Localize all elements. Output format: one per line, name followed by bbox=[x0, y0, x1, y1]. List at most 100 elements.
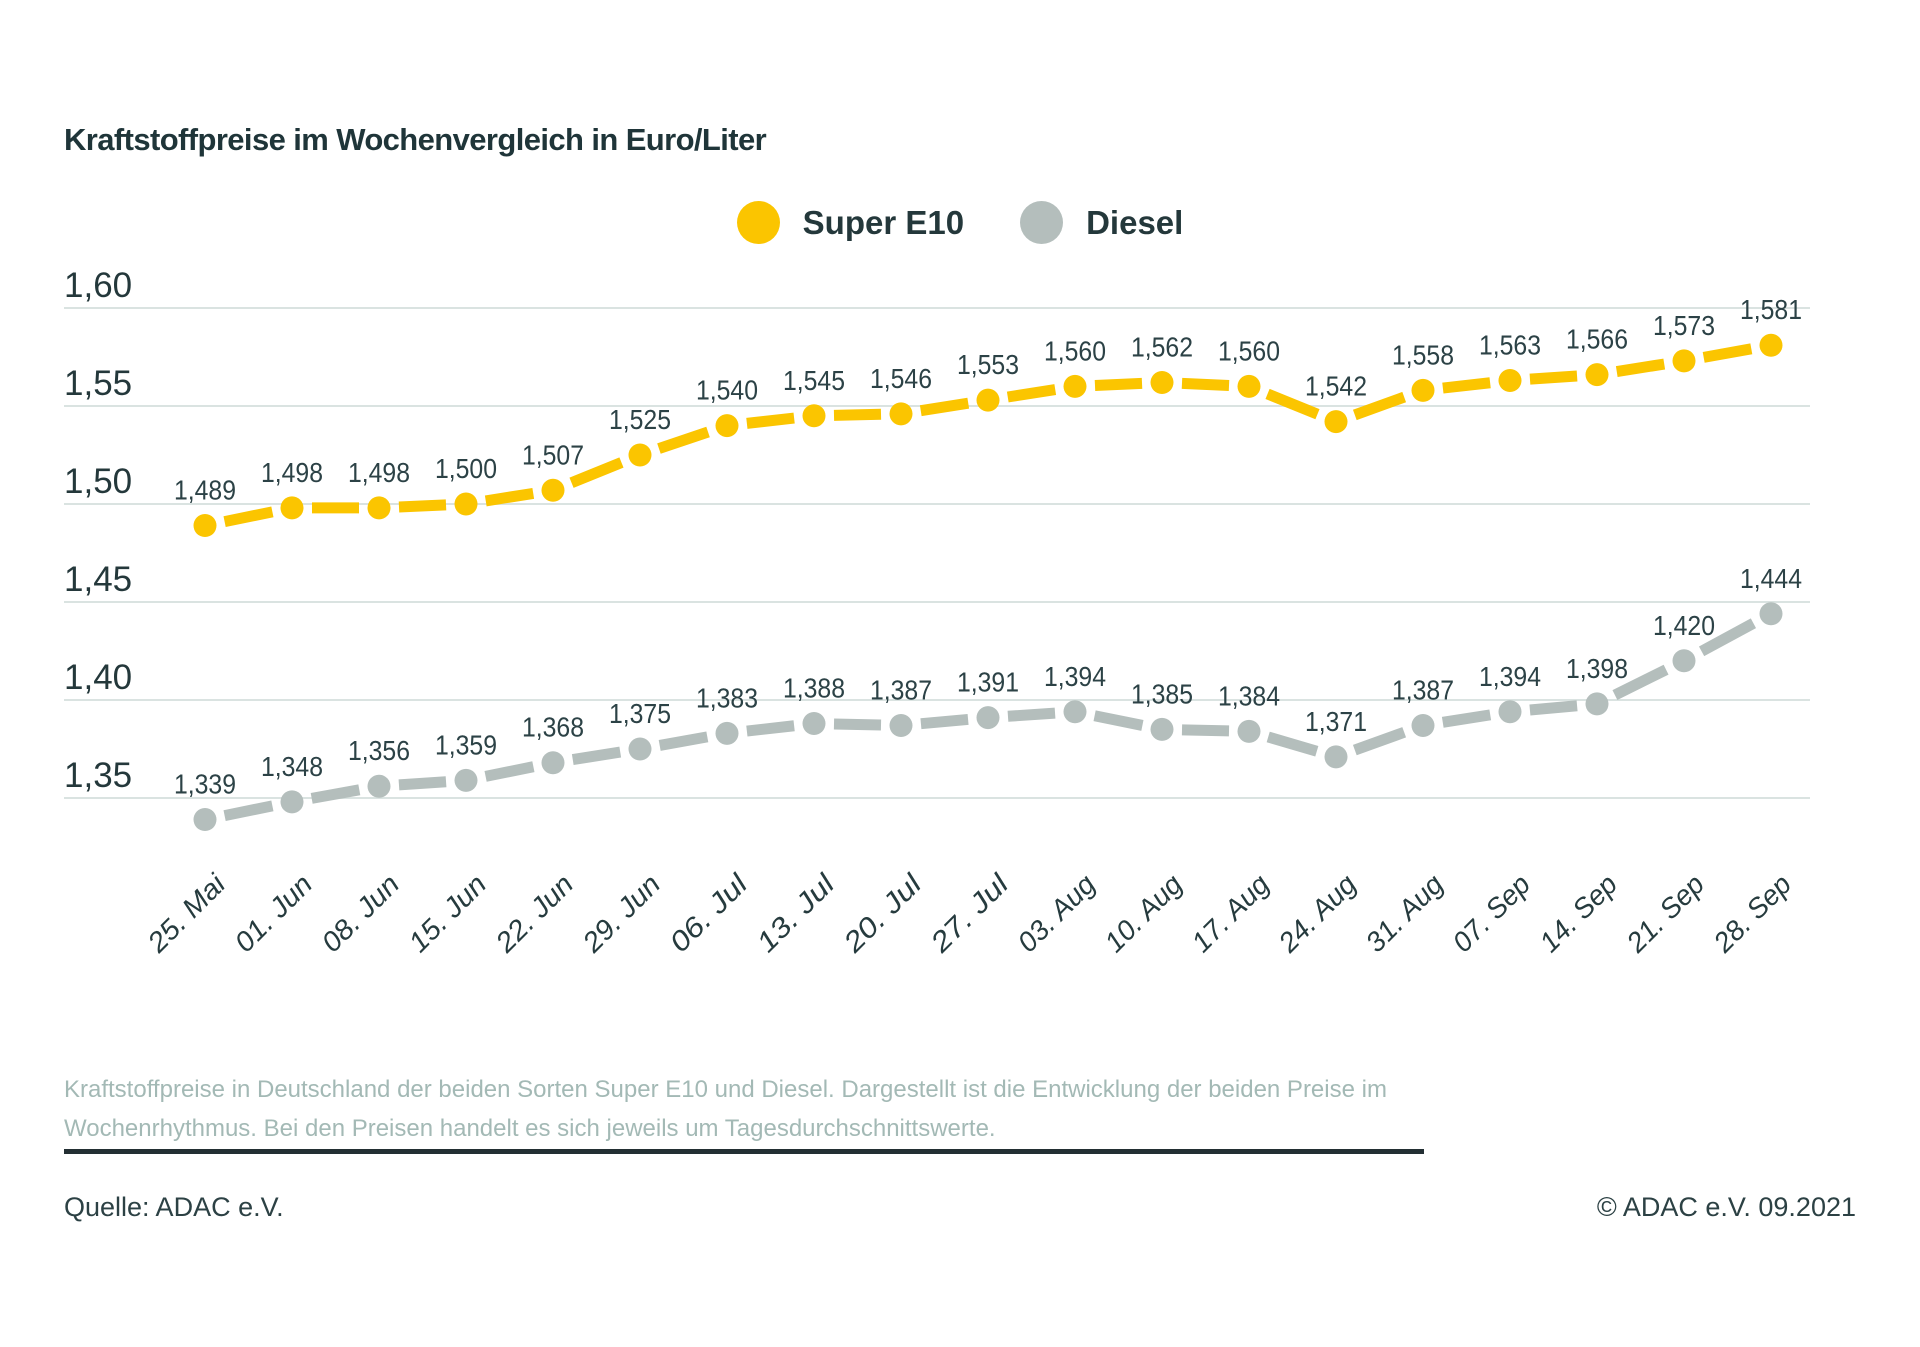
series-segment bbox=[571, 746, 622, 766]
y-axis-label: 1,45 bbox=[64, 560, 132, 599]
data-point-label: 1,558 bbox=[1392, 339, 1454, 370]
data-point-label: 1,398 bbox=[1566, 653, 1628, 684]
data-point bbox=[715, 414, 739, 438]
data-point bbox=[715, 721, 739, 745]
data-point-label: 1,560 bbox=[1218, 335, 1280, 366]
data-point-label: 1,371 bbox=[1305, 706, 1367, 737]
series-segment bbox=[1615, 358, 1666, 377]
data-point bbox=[1411, 713, 1435, 737]
y-axis-label: 1,40 bbox=[64, 658, 132, 697]
data-point bbox=[889, 713, 913, 737]
series-segment bbox=[398, 776, 447, 791]
data-point-label: 1,573 bbox=[1653, 310, 1715, 341]
data-point bbox=[1498, 369, 1522, 393]
series-segment bbox=[1442, 377, 1491, 394]
series-segment bbox=[1265, 388, 1320, 420]
y-axis-label: 1,60 bbox=[64, 266, 132, 305]
series-segment bbox=[746, 412, 795, 429]
data-point bbox=[1411, 378, 1435, 402]
x-axis-label: 28. Sep bbox=[1707, 868, 1798, 959]
data-point bbox=[1585, 363, 1609, 387]
series-segment bbox=[833, 408, 882, 421]
divider-rule bbox=[64, 1149, 1424, 1154]
data-point bbox=[1498, 700, 1522, 724]
y-axis-label: 1,50 bbox=[64, 462, 132, 501]
data-point-label: 1,368 bbox=[522, 712, 584, 743]
super-e10-dot-icon bbox=[736, 201, 780, 244]
data-point-label: 1,563 bbox=[1479, 330, 1541, 361]
data-point bbox=[193, 514, 217, 538]
data-point bbox=[802, 712, 826, 736]
x-axis-label: 29. Jun bbox=[576, 868, 667, 959]
data-point bbox=[1585, 692, 1609, 716]
data-point bbox=[628, 737, 652, 761]
data-point bbox=[1150, 370, 1174, 394]
data-point-label: 1,566 bbox=[1566, 324, 1628, 355]
x-axis-label: 25. Mai bbox=[141, 868, 232, 959]
legend-label: Diesel bbox=[1086, 203, 1184, 241]
series-segment bbox=[569, 457, 624, 488]
data-point bbox=[1324, 410, 1348, 434]
series-segment bbox=[833, 718, 882, 731]
data-point-label: 1,444 bbox=[1740, 563, 1802, 594]
diesel-dot-icon bbox=[1020, 201, 1064, 244]
series-segment bbox=[1006, 384, 1057, 403]
data-point-label: 1,394 bbox=[1044, 661, 1106, 692]
data-point-label: 1,542 bbox=[1305, 371, 1367, 402]
data-point-label: 1,387 bbox=[1392, 674, 1454, 705]
series-segment bbox=[1181, 724, 1230, 737]
data-point bbox=[1759, 333, 1783, 357]
data-point-label: 1,387 bbox=[870, 674, 932, 705]
data-point bbox=[802, 404, 826, 428]
copyright-note: © ADAC e.V. 09.2021 bbox=[1596, 1192, 1856, 1222]
data-point-label: 1,540 bbox=[696, 375, 758, 406]
data-point bbox=[1759, 602, 1783, 626]
data-point bbox=[1063, 374, 1087, 398]
series-segment bbox=[920, 713, 969, 730]
data-point bbox=[193, 808, 217, 832]
series-segment bbox=[1441, 709, 1492, 728]
x-axis-label: 24. Aug bbox=[1272, 868, 1363, 959]
data-point-label: 1,581 bbox=[1740, 294, 1802, 325]
data-point-label: 1,489 bbox=[174, 475, 236, 506]
series-segment bbox=[1181, 377, 1230, 391]
data-point bbox=[454, 492, 478, 516]
y-axis-label: 1,55 bbox=[64, 364, 132, 403]
data-point bbox=[889, 402, 913, 426]
x-axis-label: 31. Aug bbox=[1359, 868, 1449, 958]
data-point bbox=[367, 496, 391, 520]
data-point bbox=[1237, 374, 1261, 398]
series-segment bbox=[223, 506, 274, 527]
data-point bbox=[1063, 700, 1087, 724]
data-point bbox=[976, 388, 1000, 412]
data-point bbox=[628, 443, 652, 467]
data-point-label: 1,356 bbox=[348, 735, 410, 766]
series-segment bbox=[223, 800, 274, 821]
data-point bbox=[367, 774, 391, 798]
series-segment bbox=[1702, 343, 1753, 363]
series-segment bbox=[484, 761, 535, 782]
data-point-label: 1,562 bbox=[1131, 331, 1193, 362]
series-segment bbox=[310, 784, 361, 804]
data-point-label: 1,420 bbox=[1653, 610, 1715, 641]
x-axis-label: 17. Aug bbox=[1185, 868, 1275, 958]
series-segment bbox=[746, 720, 795, 737]
data-point-label: 1,383 bbox=[696, 682, 758, 713]
source-note: Quelle: ADAC e.V. bbox=[64, 1192, 284, 1222]
data-point-label: 1,560 bbox=[1044, 335, 1106, 366]
legend-label: Super E10 bbox=[802, 203, 965, 241]
series-segment bbox=[919, 397, 970, 417]
series-segment bbox=[1529, 700, 1578, 716]
data-point bbox=[1672, 649, 1696, 673]
series-segment bbox=[1352, 391, 1407, 421]
data-point bbox=[454, 768, 478, 792]
data-point-label: 1,384 bbox=[1218, 680, 1280, 711]
x-axis-label: 20. Jul bbox=[837, 868, 928, 959]
data-point bbox=[1150, 717, 1174, 741]
x-axis-label: 27. Jul bbox=[924, 868, 1015, 959]
series-segment bbox=[1094, 377, 1143, 391]
data-point-label: 1,359 bbox=[435, 729, 497, 760]
data-point bbox=[976, 706, 1000, 730]
